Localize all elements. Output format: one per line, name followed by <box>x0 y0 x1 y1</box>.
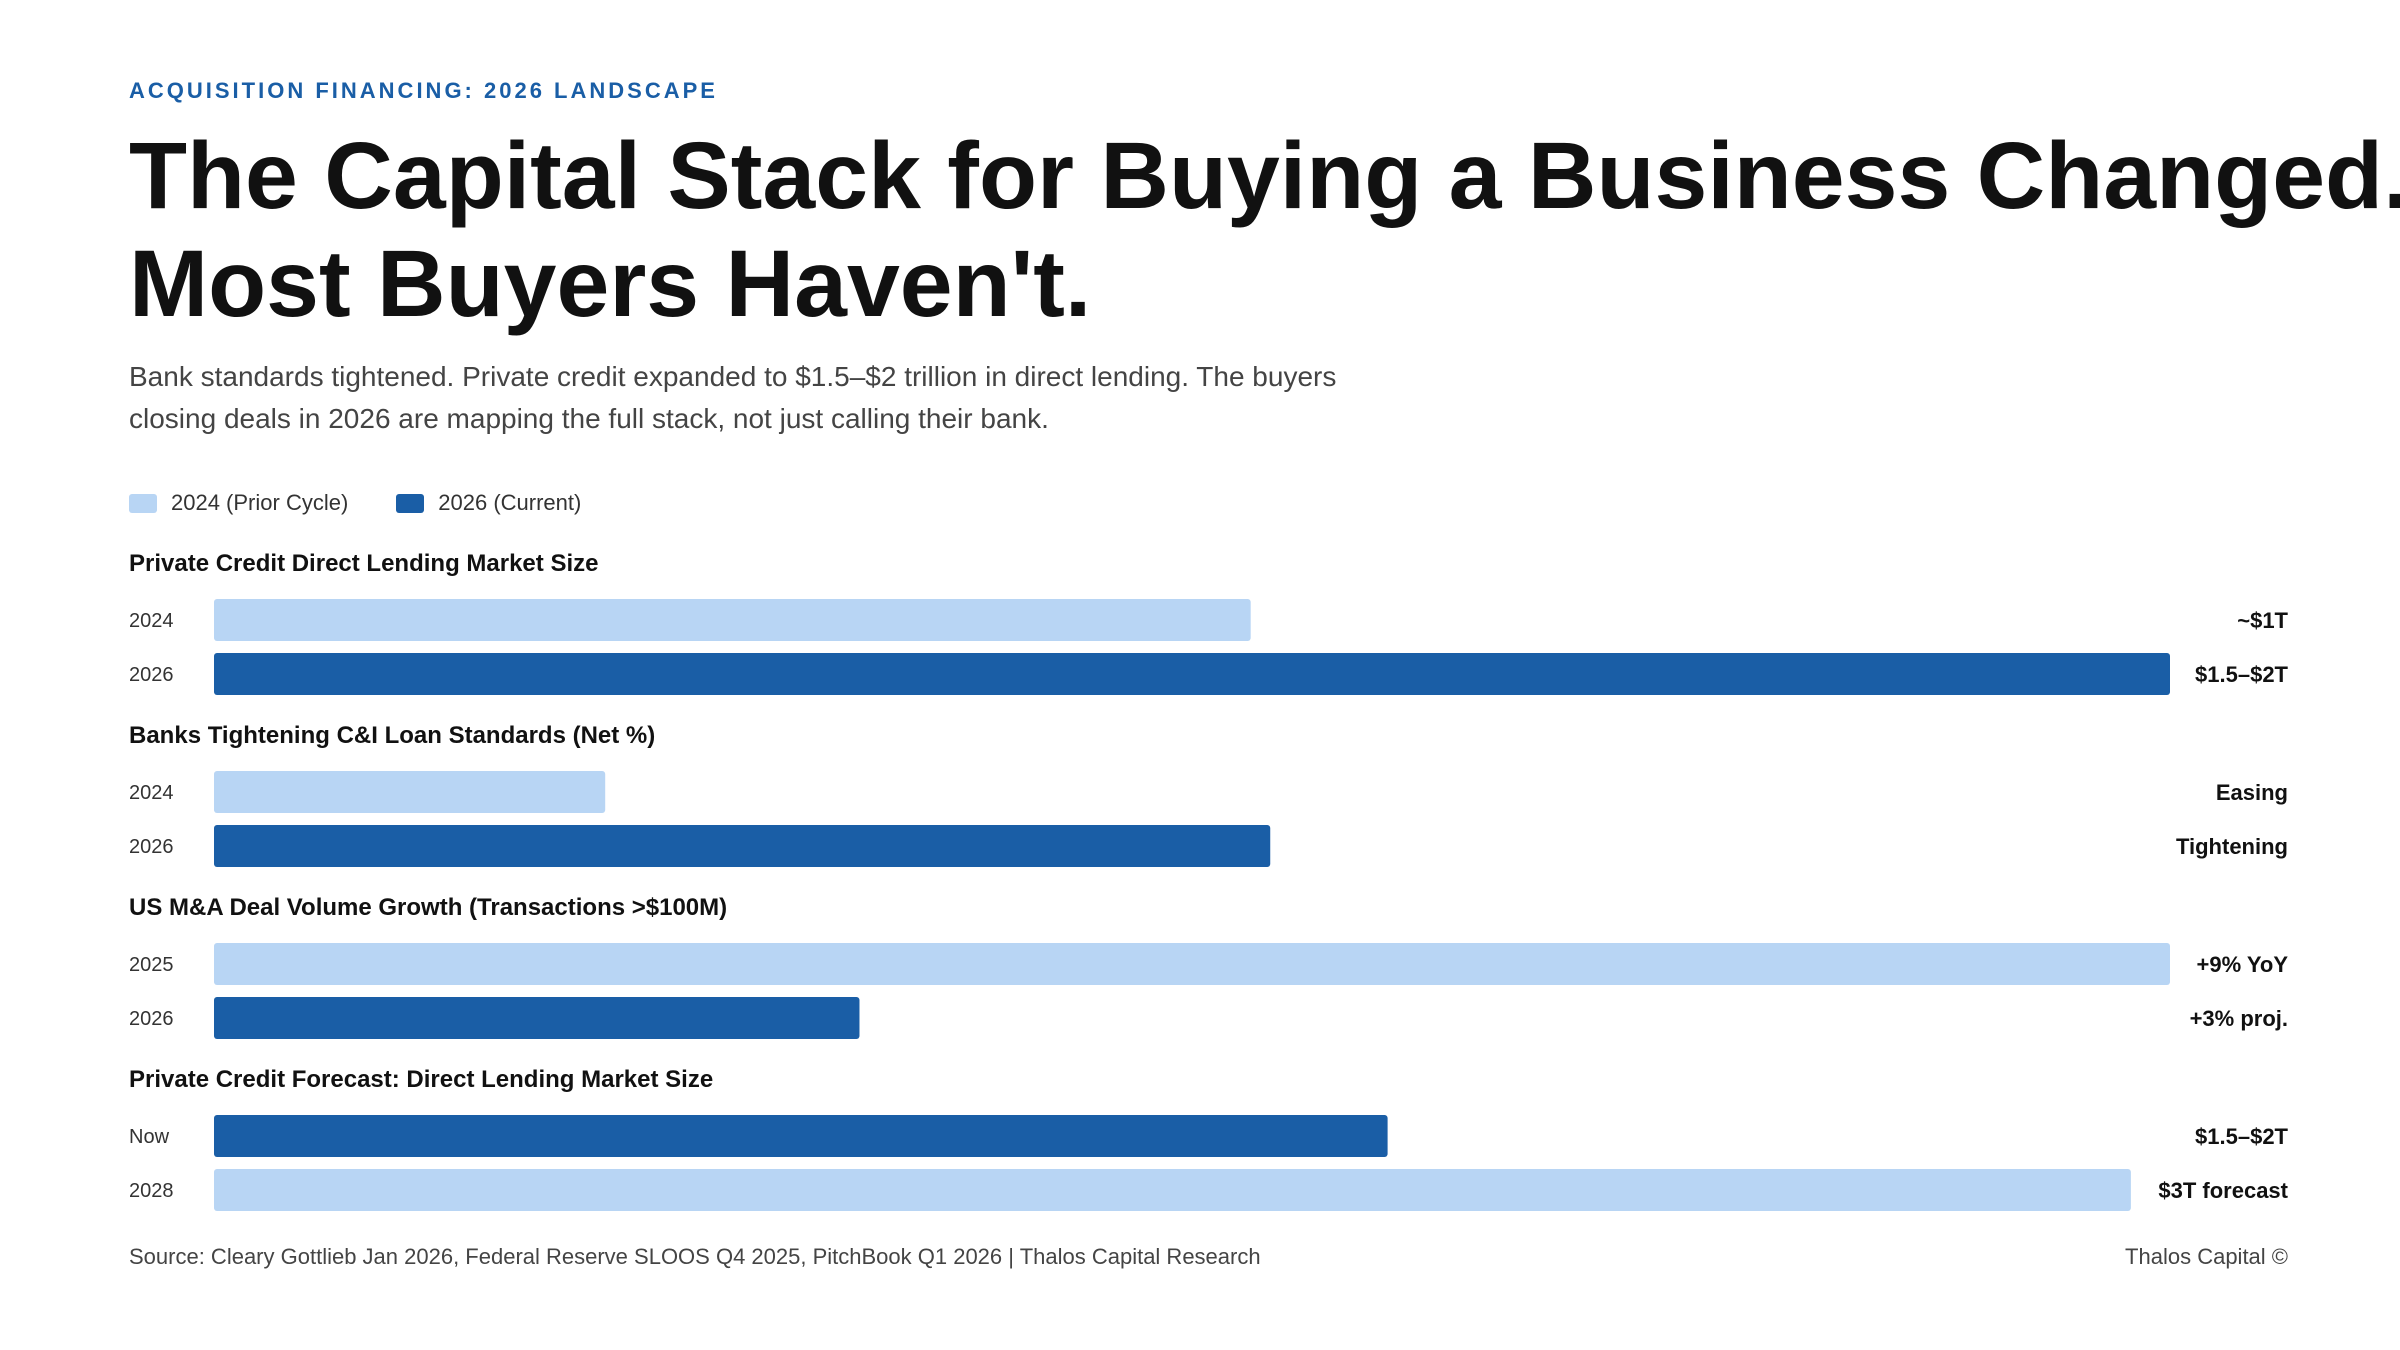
category-label: 2026 <box>129 1008 174 1030</box>
group-title: Private Credit Forecast: Direct Lending … <box>129 1066 713 1093</box>
source-note: Source: Cleary Gottlieb Jan 2026, Federa… <box>129 1244 1261 1269</box>
bar <box>214 825 1271 867</box>
legend-swatch-prior <box>129 493 157 513</box>
subtitle: Bank standards tightened. Private credit… <box>129 356 1529 440</box>
legend-label-prior: 2024 (Prior Cycle) <box>171 490 349 515</box>
bar-value-label: Easing <box>2216 780 2288 805</box>
group-title: Banks Tightening C&I Loan Standards (Net… <box>129 722 655 749</box>
bar <box>214 997 860 1039</box>
bar <box>214 771 606 813</box>
bar <box>214 653 2170 695</box>
bar-value-label: ~$1T <box>2237 608 2288 633</box>
subtitle-line-2: closing deals in 2026 are mapping the fu… <box>129 403 1049 434</box>
infographic-page: ACQUISITION FINANCING: 2026 LANDSCAPE Th… <box>129 0 2400 1350</box>
eyebrow-label: ACQUISITION FINANCING: 2026 LANDSCAPE <box>129 78 718 103</box>
bar <box>214 943 2170 985</box>
bar <box>214 1115 1388 1157</box>
legend-item-current: 2026 (Current) <box>396 490 581 516</box>
category-label: 2026 <box>129 836 174 858</box>
bar-value-label: Tightening <box>2176 834 2288 859</box>
title-line-2: Most Buyers Haven't. <box>129 231 1092 337</box>
category-label: 2024 <box>129 782 174 804</box>
page-title: The Capital Stack for Buying a Business … <box>129 122 2400 338</box>
title-line-1: The Capital Stack for Buying a Business … <box>129 123 2400 229</box>
category-label: 2024 <box>129 610 174 632</box>
bar <box>214 599 1251 641</box>
category-label: 2028 <box>129 1180 174 1202</box>
legend-label-current: 2026 (Current) <box>438 490 582 515</box>
group-title: US M&A Deal Volume Growth (Transactions … <box>129 894 727 921</box>
bar-chart: Private Credit Direct Lending Market Siz… <box>129 550 2289 1211</box>
bar-value-label: +9% YoY <box>2196 952 2288 977</box>
category-label: 2026 <box>129 664 174 686</box>
subtitle-line-1: Bank standards tightened. Private credit… <box>129 361 1337 392</box>
bar-value-label: +3% proj. <box>2190 1006 2288 1031</box>
legend-swatch-current <box>396 493 425 513</box>
category-label: Now <box>129 1126 170 1148</box>
legend-item-prior: 2024 (Prior Cycle) <box>129 490 348 516</box>
bar-value-label: $3T forecast <box>2158 1178 2288 1203</box>
category-label: 2025 <box>129 954 174 976</box>
bar-value-label: $1.5–$2T <box>2195 1124 2289 1149</box>
brand-mark: Thalos Capital © <box>2125 1244 2288 1269</box>
group-title: Private Credit Direct Lending Market Siz… <box>129 550 598 577</box>
chart-legend: 2024 (Prior Cycle) 2026 (Current) <box>129 490 629 516</box>
bar-value-label: $1.5–$2T <box>2195 662 2289 687</box>
bar <box>214 1169 2131 1211</box>
